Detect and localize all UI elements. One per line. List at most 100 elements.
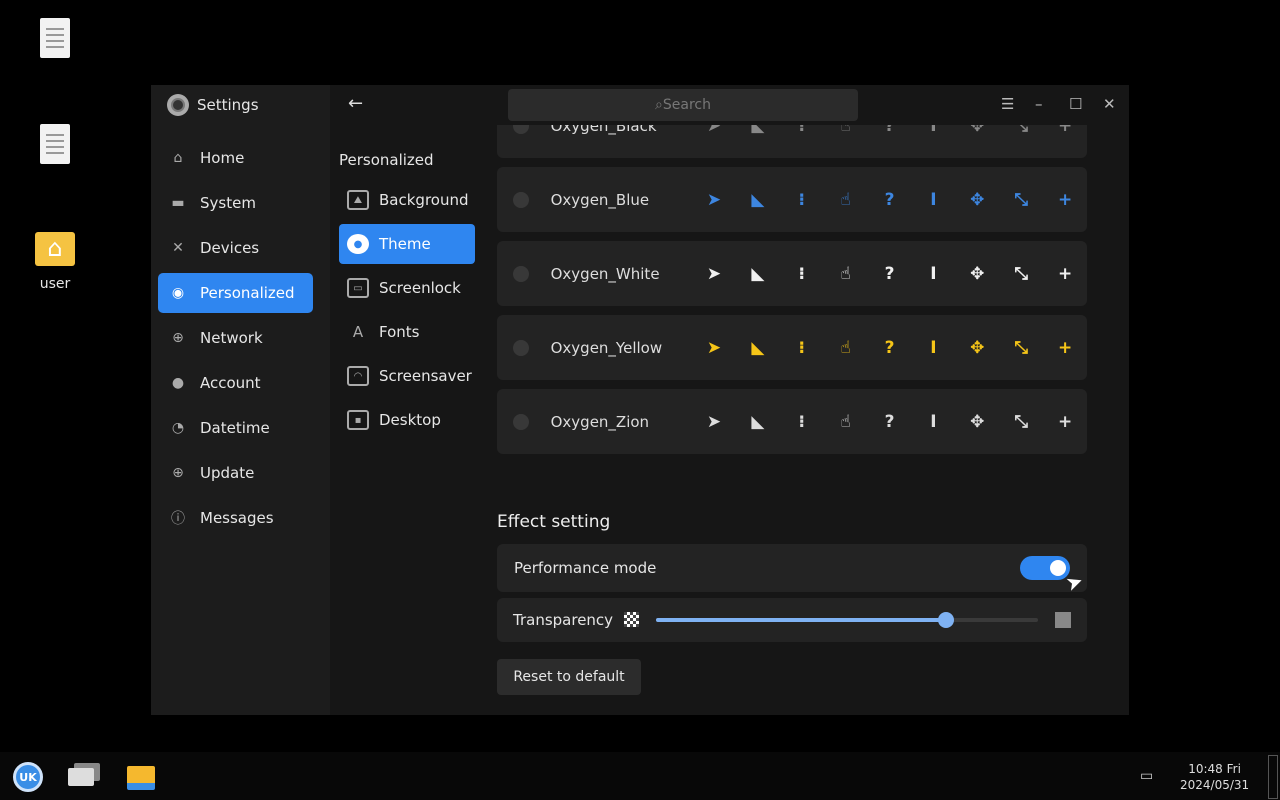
home-icon: ⌂: [173, 150, 183, 166]
performance-mode-row: Performance mode: [497, 544, 1087, 592]
subnav-heading: Personalized: [339, 151, 434, 169]
start-menu-icon[interactable]: UK: [13, 762, 43, 792]
search-input[interactable]: ⌕ Search: [508, 89, 858, 121]
performance-mode-toggle[interactable]: [1020, 556, 1070, 580]
minimize-icon[interactable]: –: [1035, 95, 1043, 113]
crosshair-cursor-icon: +: [1057, 411, 1073, 432]
update-icon: ⊕: [172, 465, 184, 481]
theme-row[interactable]: Oxygen_Blue ➤ ◣ ⁝ ☝? I ✥ ⤡ +: [497, 167, 1087, 232]
theme-row[interactable]: Oxygen_Black ➤ ◣ ⁝ ☝? I ✥ ⤡ +: [497, 125, 1087, 158]
sidebar-item-messages[interactable]: ⓘ Messages: [171, 509, 274, 527]
move-cursor-icon: ✥: [970, 411, 985, 432]
hand-cursor-icon: ☝: [840, 411, 851, 432]
subnav-item-screenlock[interactable]: ▭ Screenlock: [339, 268, 475, 308]
sidebar-item-update[interactable]: ⊕ Update: [158, 453, 313, 493]
file-manager-icon[interactable]: [127, 766, 155, 790]
pointer-cursor-icon: ➤: [706, 337, 722, 358]
text-cursor-icon: I: [930, 263, 937, 284]
desktop-file-icon[interactable]: [20, 124, 90, 164]
pointer-cursor-icon: ➤: [706, 411, 722, 432]
palette-icon: ◉: [171, 285, 185, 301]
text-cursor-icon: I: [930, 337, 937, 358]
app-title: Settings: [197, 96, 259, 114]
show-desktop-button[interactable]: [1268, 755, 1278, 799]
subnav-item-screensaver[interactable]: ◠ Screensaver: [339, 356, 475, 396]
theme-radio[interactable]: [513, 413, 529, 430]
transparent-icon: [624, 612, 639, 627]
sidebar-item-datetime[interactable]: ◔ Datetime: [171, 419, 270, 437]
text-cursor-icon: I: [930, 411, 937, 432]
theme-radio[interactable]: [513, 265, 529, 282]
effect-setting-heading: Effect setting: [497, 512, 611, 532]
theme-content: Oxygen_Black ➤ ◣ ⁝ ☝? I ✥ ⤡ + Oxygen_Blue ➤ ◣ ⁝ ☝? I ✥ ⤡…: [487, 125, 1129, 715]
monitor-icon: ▬: [171, 195, 185, 211]
palette-icon: ●: [347, 234, 369, 254]
theme-row[interactable]: Oxygen_Yellow ➤ ◣ ⁝ ☝? I ✥ ⤡ +: [497, 315, 1087, 380]
resize-cursor-icon: ⤡: [1014, 125, 1028, 136]
menu-icon[interactable]: ☰: [1001, 95, 1015, 113]
sidebar: Settings ⌂ Home ▬ System ✕ Devices ◉ Persona…: [151, 85, 330, 715]
hand-cursor-icon: ☝: [840, 263, 851, 284]
hand-cursor-icon: ☝: [840, 125, 851, 136]
theme-row[interactable]: Oxygen_White ➤ ◣ ⁝ ☝? I ✥ ⤡ +: [497, 241, 1087, 306]
transparency-slider[interactable]: [656, 612, 1038, 628]
theme-radio[interactable]: [513, 191, 529, 208]
subnav: ← Personalized ⛰ Background ● Theme ▭ Scree…: [330, 85, 487, 715]
multitask-icon[interactable]: [68, 768, 94, 786]
help-cursor-icon: ?: [884, 189, 895, 210]
close-icon[interactable]: ✕: [1103, 95, 1116, 113]
subnav-item-theme[interactable]: ● Theme: [339, 224, 475, 264]
subnav-item-background[interactable]: ⛰ Background: [339, 180, 475, 220]
help-cursor-icon: ?: [884, 263, 895, 284]
help-cursor-icon: ?: [884, 337, 895, 358]
theme-radio[interactable]: [513, 125, 529, 134]
slider-handle[interactable]: [938, 612, 955, 628]
move-cursor-icon: ✥: [970, 189, 985, 210]
sidebar-item-devices[interactable]: ✕ Devices: [158, 228, 313, 268]
home-folder-icon: [35, 232, 75, 266]
wait-cursor-icon: ⁝: [798, 263, 805, 284]
resize-cursor-icon: ⤡: [1014, 337, 1028, 358]
move-cursor-icon: ✥: [970, 125, 985, 136]
pointer-cursor-icon: ➤: [706, 263, 722, 284]
sidebar-item-home[interactable]: ⌂ Home: [158, 138, 313, 178]
search-icon: ⌕: [655, 97, 663, 113]
clock[interactable]: 10:48 Fri 2024/05/31: [1180, 762, 1250, 792]
sidebar-item-system[interactable]: ▬ System: [171, 194, 256, 212]
back-arrow-icon[interactable]: ←: [348, 93, 364, 114]
subnav-item-desktop[interactable]: ▪ Desktop: [339, 400, 475, 440]
move-cursor-icon: ✥: [970, 337, 985, 358]
theme-name: Oxygen_Yellow: [550, 338, 663, 357]
desktop-file-icon[interactable]: [20, 18, 90, 58]
reset-to-default-button[interactable]: Reset to default: [497, 659, 641, 695]
resize-cursor-icon: ⤡: [1014, 189, 1028, 210]
maximize-icon[interactable]: ☐: [1069, 95, 1083, 113]
crosshair-cursor-icon: +: [1057, 125, 1073, 136]
screensaver-icon: ◠: [347, 366, 369, 386]
notification-icon[interactable]: ▭: [1140, 768, 1154, 784]
theme-name: Oxygen_Black: [550, 125, 657, 135]
sidebar-item-account[interactable]: ● Account: [171, 374, 261, 392]
resize-cursor-icon: ⤡: [1014, 411, 1028, 432]
pointer-cursor-icon: ➤: [706, 125, 722, 136]
sidebar-item-network[interactable]: ⊕ Network: [158, 318, 313, 358]
opaque-icon: [1055, 612, 1071, 628]
theme-name: Oxygen_Blue: [550, 190, 650, 209]
desktop-home-folder[interactable]: user: [20, 232, 90, 292]
sidebar-item-personalized[interactable]: ◉ Personalized: [158, 273, 313, 313]
settings-gear-icon: [167, 94, 189, 116]
theme-radio[interactable]: [513, 339, 529, 356]
subnav-item-fonts[interactable]: A Fonts: [339, 312, 475, 352]
theme-name: Oxygen_Zion: [550, 412, 650, 431]
text-cursor-icon: I: [930, 125, 937, 136]
transparency-row: Transparency: [497, 598, 1087, 642]
desktop-icon: ▪: [347, 410, 369, 430]
person-icon: ●: [171, 375, 185, 391]
theme-row[interactable]: Oxygen_Zion ➤ ◣ ⁝ ☝? I ✥ ⤡ +: [497, 389, 1087, 454]
help-cursor-icon: ?: [884, 125, 895, 136]
clock-icon: ◔: [171, 420, 185, 436]
taskbar: UK ▭ 10:48 Fri 2024/05/31: [0, 752, 1280, 800]
wait-cursor-icon: ⁝: [798, 337, 805, 358]
hand-cursor-icon: ☝: [840, 337, 851, 358]
resize-cursor-icon: ⤡: [1014, 263, 1028, 284]
